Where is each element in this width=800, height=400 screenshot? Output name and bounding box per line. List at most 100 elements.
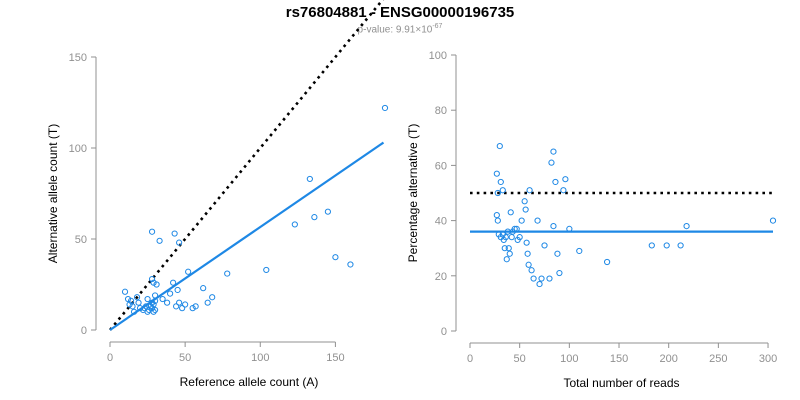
left-data-point <box>148 275 156 283</box>
left-data-point <box>182 301 189 308</box>
left-data-point <box>148 299 156 306</box>
left-data-point <box>324 208 331 215</box>
right-data-point <box>528 267 535 274</box>
p-value-text: p-value: 9.91×10 <box>357 24 433 36</box>
right-data-point <box>521 198 528 205</box>
right-scatter-panel: 0 50 100 150 200 250 300 0 20 40 60 80 100 Total numb… <box>406 50 777 390</box>
right-data-point <box>501 245 508 252</box>
chart-title: rs76804881 - ENSG00000196735 <box>285 4 515 21</box>
left-data-point <box>174 286 181 294</box>
left-data-point <box>263 266 270 274</box>
left-data-point <box>185 268 192 275</box>
right-data-point <box>524 250 531 257</box>
right-data-point <box>506 250 513 257</box>
right-data-point <box>513 225 520 232</box>
left-data-point <box>151 292 159 299</box>
left-x-tick-label: 100 <box>251 352 269 364</box>
right-y-tick-label: 20 <box>435 271 447 283</box>
p-value-exponent: -67 <box>432 23 443 30</box>
left-y-tick-label: 50 <box>75 234 87 246</box>
right-data-point <box>552 178 559 186</box>
right-x-tick-label: 100 <box>560 353 578 365</box>
left-data-point <box>204 299 211 306</box>
left-data-point <box>170 279 177 286</box>
right-x-tick-label: 250 <box>709 353 727 365</box>
right-data-point <box>530 275 537 282</box>
left-data-point <box>142 303 150 310</box>
right-data-point <box>548 159 555 166</box>
left-data-point <box>151 306 159 314</box>
right-data-point <box>534 217 541 224</box>
left-data-point <box>347 261 354 268</box>
right-y-tick-label: 60 <box>435 160 447 172</box>
right-data-point <box>523 239 530 246</box>
right-data-point <box>550 148 557 155</box>
left-data-point <box>126 301 133 308</box>
right-data-point <box>518 217 525 224</box>
left-data-point <box>148 228 156 235</box>
right-data-point <box>511 225 518 232</box>
right-y-tick-label: 0 <box>441 326 447 338</box>
left-y-tick-label: 150 <box>69 52 87 64</box>
left-data-point <box>381 104 389 112</box>
right-data-point <box>648 242 655 249</box>
left-data-point <box>224 270 231 277</box>
right-data-point <box>526 187 533 194</box>
left-data-point <box>209 294 216 301</box>
right-y-axis-title: Percentage alternative (T) <box>406 124 420 263</box>
right-data-point <box>494 189 501 197</box>
right-y-tick-label: 40 <box>435 216 447 228</box>
right-data-point <box>497 178 504 186</box>
right-x-tick-label: 150 <box>610 353 628 365</box>
left-data-point <box>192 303 199 310</box>
right-data-point <box>493 170 500 177</box>
right-data-point <box>502 234 509 241</box>
right-data-point <box>516 234 523 241</box>
right-data-point <box>576 247 583 255</box>
left-x-tick-label: 150 <box>326 352 344 364</box>
left-y-tick-label: 0 <box>81 325 87 337</box>
right-data-point <box>566 225 573 232</box>
left-data-point <box>164 299 171 306</box>
left-data-point <box>135 299 142 306</box>
left-scatter-panel: 0 50 100 150 0 50 100 150 Reference allele count… <box>46 0 389 389</box>
right-y-tick-label: 80 <box>435 105 447 117</box>
right-data-point <box>496 142 503 150</box>
left-data-point <box>156 237 163 244</box>
left-data-point <box>121 288 129 295</box>
left-data-point <box>176 239 183 246</box>
left-data-point <box>147 303 154 310</box>
left-data-point <box>144 295 151 303</box>
left-data-point <box>179 305 186 312</box>
right-data-point <box>494 217 501 224</box>
left-data-point <box>130 308 138 315</box>
left-data-point <box>176 299 183 306</box>
left-data-point <box>159 295 166 303</box>
left-x-tick-label: 0 <box>107 352 113 364</box>
left-data-point <box>144 308 151 315</box>
left-data-point <box>150 279 157 286</box>
left-data-point <box>291 221 298 228</box>
right-y-tick-label: 100 <box>429 50 447 62</box>
left-data-point <box>153 281 160 288</box>
left-data-point <box>124 295 132 303</box>
left-data-point <box>171 230 178 237</box>
right-data-point <box>525 261 532 268</box>
right-x-axis-title: Total number of reads <box>563 376 679 390</box>
right-data-point <box>560 187 567 194</box>
left-data-point <box>129 303 136 310</box>
left-data-point <box>311 214 318 221</box>
p-value-subtitle: p-value: 9.91×10-67 <box>0 23 800 35</box>
left-data-point <box>167 290 174 297</box>
right-data-point <box>677 242 684 249</box>
left-y-axis-title: Alternative allele count (T) <box>46 124 60 263</box>
right-data-point <box>546 275 553 282</box>
right-data-point <box>663 242 670 249</box>
left-data-point <box>136 305 144 312</box>
right-data-point <box>522 206 529 213</box>
left-x-axis-title: Reference allele count (A) <box>180 375 319 389</box>
left-data-point <box>133 294 141 301</box>
right-data-point <box>683 223 690 230</box>
right-x-tick-label: 200 <box>660 353 678 365</box>
